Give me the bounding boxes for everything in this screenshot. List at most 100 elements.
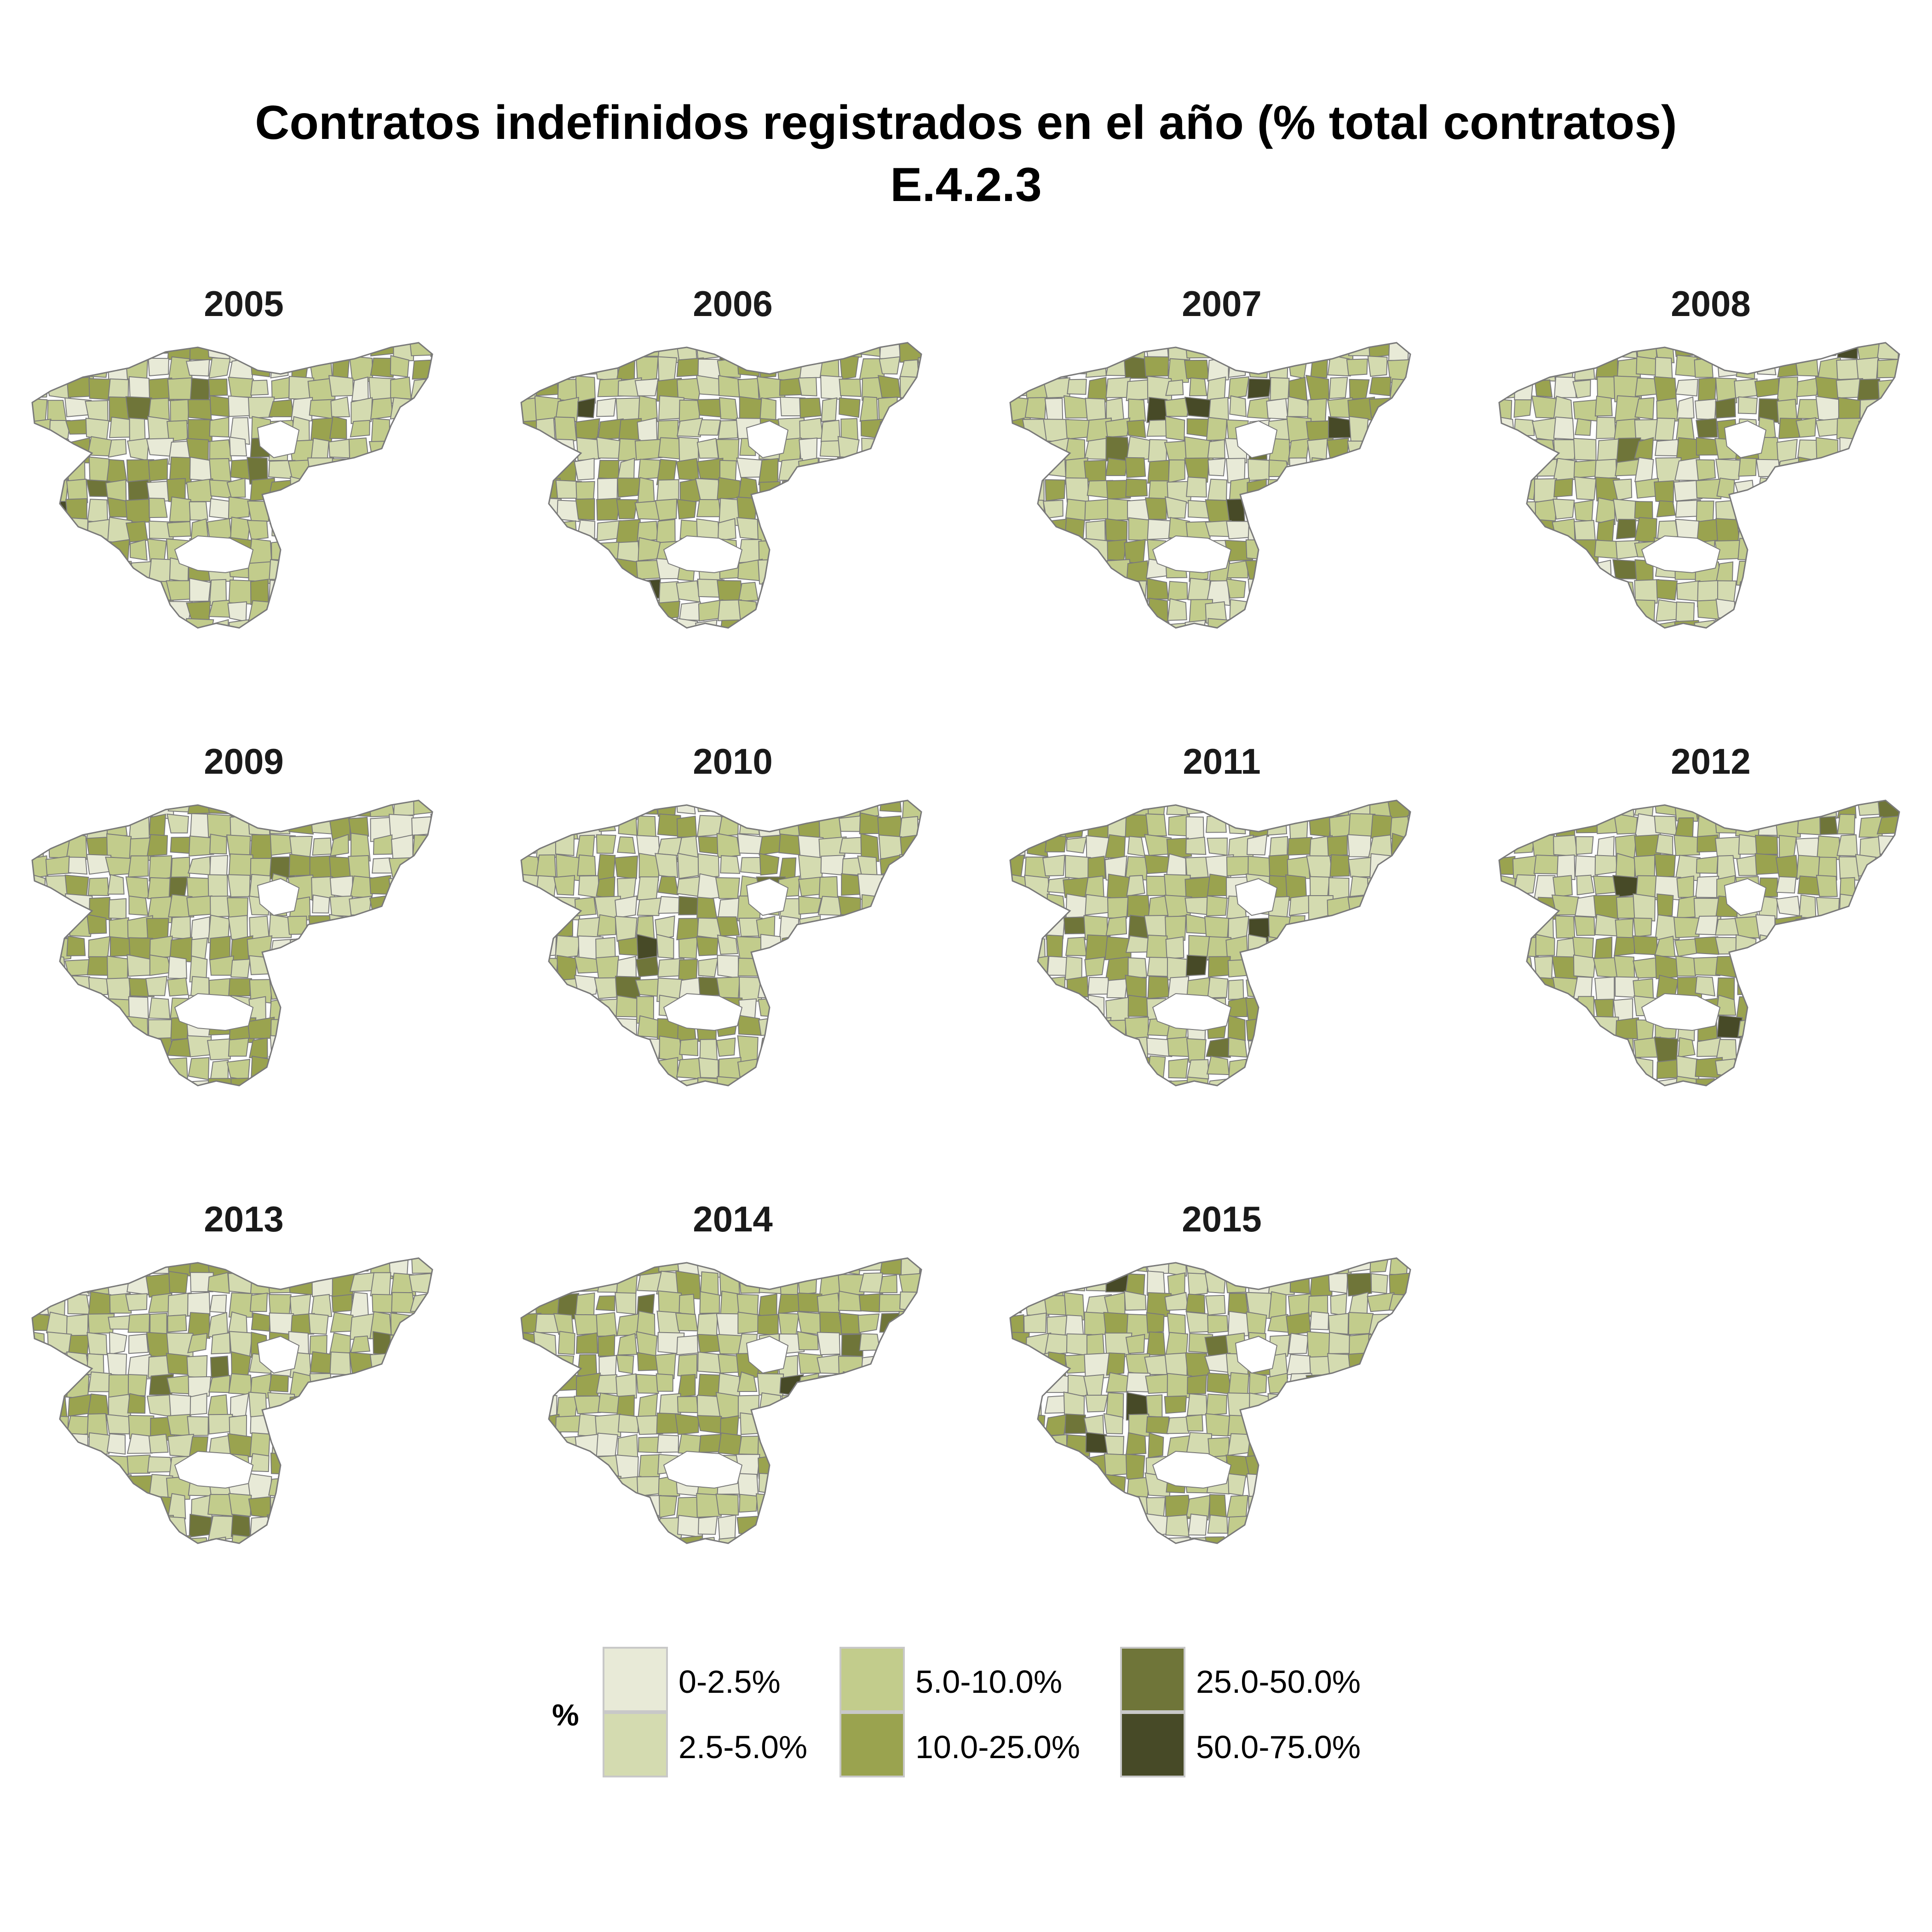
municipality-region (1024, 1080, 1052, 1086)
municipality-region (1010, 1270, 1024, 1297)
municipality-region (779, 1374, 804, 1397)
municipality-region (861, 518, 887, 540)
choropleth-map (31, 342, 433, 629)
municipality-region (717, 518, 736, 541)
municipality-region (879, 622, 903, 628)
municipality-region (350, 875, 375, 898)
municipality-region (392, 1392, 412, 1419)
municipality-region (1185, 954, 1208, 977)
municipality-region (818, 1393, 844, 1412)
municipality-region (109, 416, 133, 438)
municipality-region (1328, 498, 1351, 519)
municipality-region (1410, 1394, 1415, 1413)
municipality-region (657, 1057, 678, 1084)
municipality-region (537, 1057, 563, 1081)
municipality-region (1367, 580, 1393, 607)
municipality-region (248, 1392, 267, 1417)
municipality-region (1409, 437, 1410, 460)
municipality-region (409, 874, 432, 896)
municipality-region (208, 599, 232, 618)
municipality-region (1499, 437, 1514, 466)
municipality-region (1499, 577, 1520, 604)
municipality-region (269, 497, 296, 524)
municipality-region (1268, 559, 1292, 580)
municipality-region (1010, 800, 1023, 820)
municipality-region (186, 895, 214, 917)
municipality-region (1010, 497, 1028, 519)
municipality-region (1346, 1272, 1372, 1297)
municipality-region (390, 598, 411, 627)
municipality-region (329, 875, 353, 899)
municipality-region (1535, 537, 1555, 565)
municipality-region (1045, 621, 1068, 628)
municipality-region (1022, 343, 1051, 357)
municipality-region (429, 457, 432, 485)
municipality-region (410, 977, 432, 998)
municipality-region (1855, 854, 1876, 877)
municipality-region (1876, 815, 1899, 834)
municipality-region (737, 833, 763, 855)
municipality-region (696, 1077, 720, 1086)
municipality-region (68, 857, 88, 875)
municipality-region (1066, 1534, 1088, 1543)
municipality-region (1306, 1258, 1335, 1276)
municipality-region (1044, 356, 1068, 378)
municipality-region (557, 1537, 575, 1543)
municipality-region (44, 1496, 74, 1517)
choropleth-map (1009, 342, 1411, 629)
municipality-region (1308, 498, 1327, 523)
municipality-region (1226, 619, 1252, 628)
municipality-region (1409, 897, 1410, 917)
municipality-region (1265, 1433, 1291, 1458)
municipality-region (615, 1454, 639, 1480)
municipality-region (1552, 541, 1574, 562)
municipality-region (880, 957, 903, 979)
panel-year-label: 2009 (204, 741, 284, 782)
municipality-region (1674, 938, 1699, 957)
municipality-region (1024, 1432, 1047, 1461)
municipality-region (575, 519, 596, 545)
municipality-region (820, 580, 840, 606)
municipality-region (1124, 1290, 1147, 1311)
municipality-region (1534, 800, 1560, 817)
municipality-region (1329, 1515, 1347, 1540)
municipality-region (1288, 558, 1314, 584)
municipality-region (801, 1435, 823, 1453)
municipality-region (859, 457, 880, 482)
no-data-area (1235, 1335, 1278, 1374)
municipality-region (392, 621, 411, 628)
municipality-region (1796, 521, 1823, 544)
municipality-region (389, 538, 415, 566)
municipality-region (329, 1516, 353, 1537)
municipality-region (86, 1474, 111, 1496)
municipality-region (86, 914, 107, 934)
municipality-region (1164, 496, 1187, 519)
municipality-region (146, 834, 168, 857)
municipality-region (919, 1495, 921, 1518)
municipality-region (1856, 343, 1880, 361)
municipality-region (1389, 1314, 1410, 1338)
municipality-region (1412, 1275, 1415, 1295)
municipality-region (799, 620, 822, 628)
municipality-region (207, 1394, 229, 1417)
municipality-region (859, 1493, 885, 1516)
municipality-region (837, 457, 862, 480)
municipality-region (1858, 598, 1880, 623)
municipality-region (1816, 1038, 1842, 1063)
municipality-region (860, 1076, 886, 1086)
municipality-region (66, 1536, 91, 1543)
municipality-region (1555, 915, 1576, 939)
municipality-region (1268, 914, 1293, 940)
municipality-region (411, 541, 432, 561)
municipality-region (328, 375, 354, 397)
municipality-region (46, 1017, 71, 1042)
municipality-region (1757, 477, 1782, 501)
municipality-region (1104, 343, 1126, 357)
municipality-region (1756, 518, 1782, 543)
municipality-region (1044, 343, 1071, 362)
municipality-region (148, 997, 171, 1019)
municipality-region (777, 1258, 804, 1276)
municipality-region (656, 479, 679, 502)
municipality-region (167, 813, 189, 834)
municipality-region (1330, 1293, 1347, 1317)
